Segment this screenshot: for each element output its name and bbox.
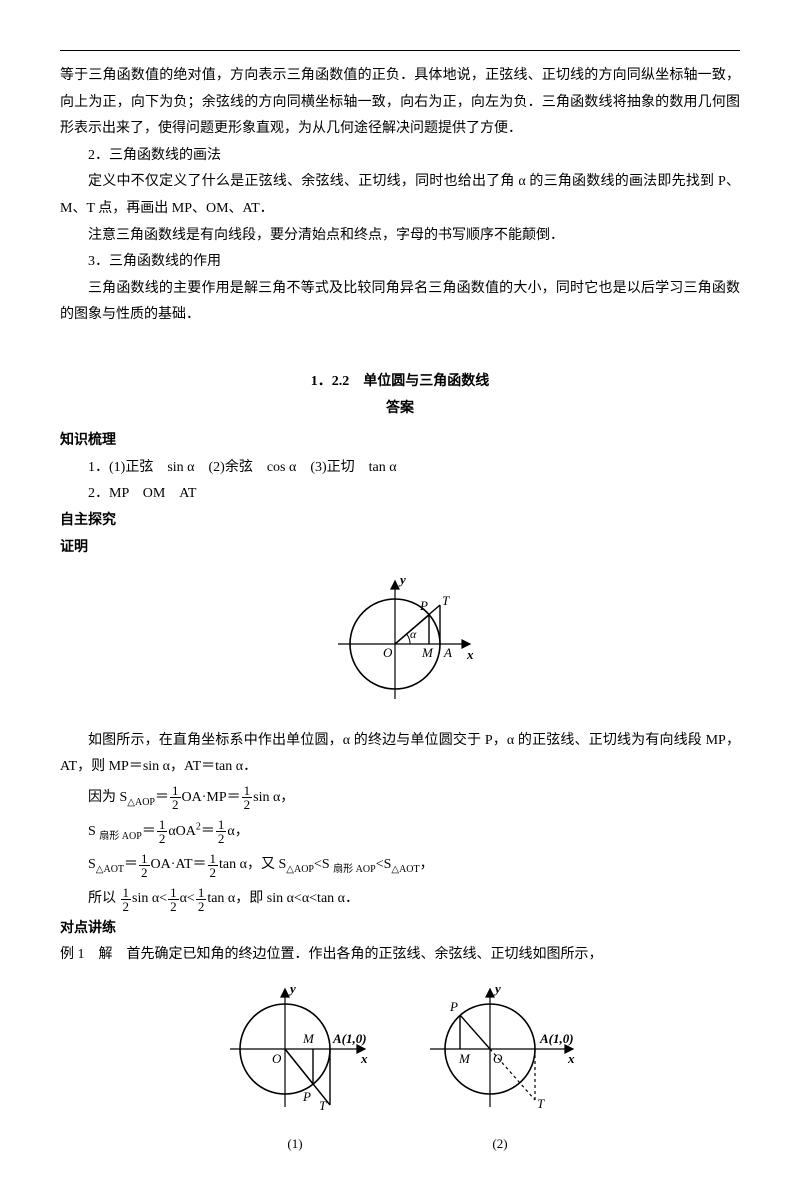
intro-p1: 等于三角函数值的绝对值，方向表示三角函数值的正负．具体地说，正弦线、正切线的方向… — [60, 63, 740, 143]
frac-half-icon: 12 — [208, 852, 219, 879]
f1-A: A(1,0) — [332, 1031, 367, 1046]
figure-unit-circle-main: y x O P T A M α — [60, 569, 740, 720]
f2-P: P — [449, 999, 458, 1014]
example-1: 例 1 解 首先确定已知角的终边位置．作出各角的正弦线、余弦线、正切线如图所示， — [60, 942, 740, 969]
math-l4b: sin α< — [132, 891, 167, 906]
figure-2-svg: y x O M P A(1,0) T — [415, 979, 585, 1119]
math-line-1: 因为 S△AOP＝12OA·MP＝12sin α， — [88, 781, 740, 815]
math-l3e: <S — [314, 857, 333, 872]
f2-M: M — [458, 1051, 471, 1066]
f1-M: M — [302, 1031, 315, 1046]
math-l1c: OA·MP＝ — [182, 790, 241, 805]
top-rule — [60, 50, 740, 51]
figure-1-caption: (1) — [215, 1132, 375, 1157]
math-l4c: α< — [180, 891, 195, 906]
frac-half-icon: 12 — [170, 784, 181, 811]
intro-h3: 3．三角函数线的作用 — [60, 249, 740, 276]
unit-circle-svg: y x O P T A M α — [320, 569, 480, 709]
f1-T: T — [319, 1098, 327, 1113]
intro-p2-text: 定义中不仅定义了什么是正弦线、余弦线、正切线，同时也给出了角 α 的三角函数线的… — [60, 169, 740, 222]
math-l3-sub: △AOT — [96, 864, 124, 875]
answer-title: 答案 — [60, 396, 740, 423]
figure-1-svg: y x O M A(1,0) P T — [215, 979, 375, 1119]
axis-y-label: y — [398, 572, 406, 587]
figure-pair: y x O M A(1,0) P T (1) — [60, 979, 740, 1156]
origin-label: O — [383, 645, 393, 660]
math-l3-sub3: 扇形 AOP — [333, 864, 376, 875]
math-l2-sub: 扇形 AOP — [99, 830, 142, 841]
frac-half-icon: 12 — [196, 886, 207, 913]
f1-y: y — [288, 981, 296, 996]
point-t-label: T — [442, 593, 450, 608]
math-l4d: tan α，即 sin α<α<tan α． — [207, 891, 359, 906]
math-l3f: <S — [376, 857, 392, 872]
section-title: 1．2.2 单位圆与三角函数线 — [60, 369, 740, 396]
math-l3g: ， — [420, 857, 434, 872]
math-l3d: tan α，又 S — [219, 857, 286, 872]
frac-half-icon: 12 — [121, 886, 132, 913]
f2-O: O — [493, 1051, 503, 1066]
math-l1a: 因为 S — [88, 790, 127, 805]
figure-2-caption: (2) — [415, 1132, 585, 1157]
intro-h2: 2．三角函数线的画法 — [60, 143, 740, 170]
math-l2a: S — [88, 824, 99, 839]
figure-1: y x O M A(1,0) P T (1) — [215, 979, 375, 1156]
intro-p2b: 注意三角函数线是有向线段，要分清始点和终点，字母的书写顺序不能颠倒． — [60, 223, 740, 250]
math-l1-sub: △AOP — [127, 797, 155, 808]
f1-P: P — [302, 1089, 311, 1104]
f2-x: x — [567, 1051, 575, 1066]
math-l1d: sin α， — [253, 790, 294, 805]
f1-x: x — [360, 1051, 368, 1066]
f1-O: O — [272, 1051, 282, 1066]
math-l3a: S — [88, 857, 96, 872]
math-l3b: ＝ — [124, 857, 138, 872]
point-m-label: M — [421, 645, 434, 660]
alpha-label: α — [410, 627, 417, 641]
frac-half-icon: 12 — [168, 886, 179, 913]
frac-half-icon: 12 — [216, 818, 227, 845]
point-a-label: A — [443, 645, 452, 660]
frac-half-icon: 12 — [157, 818, 168, 845]
axis-x-label: x — [466, 647, 474, 662]
math-line-2: S 扇形 AOP＝12αOA2＝12α， — [88, 815, 740, 849]
math-l3-sub4: △AOT — [391, 864, 419, 875]
proof-para: 如图所示，在直角坐标系中作出单位圆，α 的终边与单位圆交于 P，α 的正弦线、正… — [60, 728, 740, 781]
knowledge-l2: 2．MP OM AT — [60, 481, 740, 508]
f2-T: T — [537, 1096, 545, 1111]
knowledge-l1: 1．(1)正弦 sin α (2)余弦 cos α (3)正切 tan α — [60, 455, 740, 482]
math-l4a: 所以 — [88, 891, 120, 906]
intro-p3: 三角函数线的主要作用是解三角不等式及比较同角异名三角函数值的大小，同时它也是以后… — [60, 276, 740, 329]
f2-A: A(1,0) — [539, 1031, 574, 1046]
figure-2: y x O M P A(1,0) T (2) — [415, 979, 585, 1156]
math-l2e: α， — [227, 824, 248, 839]
proof-heading: 证明 — [60, 535, 740, 562]
math-l1b: ＝ — [155, 790, 169, 805]
math-l3c: OA·AT＝ — [151, 857, 207, 872]
math-l3-sub2: △AOP — [286, 864, 314, 875]
knowledge-heading: 知识梳理 — [60, 428, 740, 455]
math-l2b: ＝ — [142, 824, 156, 839]
f2-y: y — [493, 981, 501, 996]
frac-half-icon: 12 — [139, 852, 150, 879]
math-line-4: 所以 12sin α<12α<12tan α，即 sin α<α<tan α． — [88, 882, 740, 916]
frac-half-icon: 12 — [242, 784, 253, 811]
point-p-label: P — [419, 598, 428, 613]
math-l2d: ＝ — [201, 824, 215, 839]
math-l2c: αOA — [168, 824, 196, 839]
math-line-3: S△AOT＝12OA·AT＝12tan α，又 S△AOP<S 扇形 AOP<S… — [88, 848, 740, 882]
intro-p2: 定义中不仅定义了什么是正弦线、余弦线、正切线，同时也给出了角 α 的三角函数线的… — [60, 169, 740, 222]
practice-heading: 对点讲练 — [60, 916, 740, 943]
explore-heading: 自主探究 — [60, 508, 740, 535]
